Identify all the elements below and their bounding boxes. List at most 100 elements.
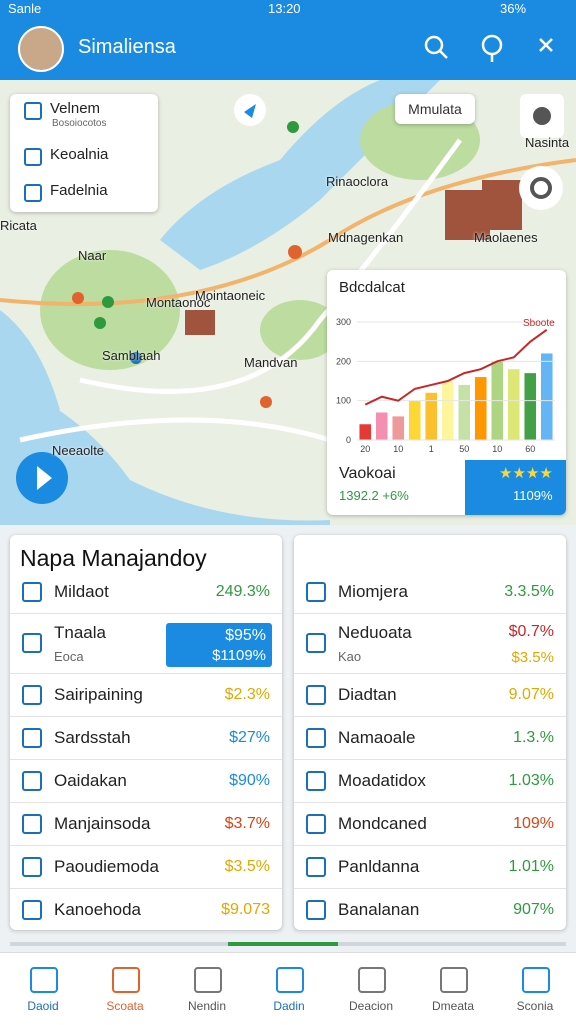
row-icon bbox=[22, 856, 42, 877]
nav-label[interactable]: Scoata bbox=[106, 999, 144, 1013]
row-value: $9.073 bbox=[221, 900, 270, 918]
list-row[interactable]: Sairipaining $2.3% bbox=[10, 673, 282, 717]
row-label: Banalanan bbox=[338, 899, 420, 919]
map-label: Mointaoneic bbox=[195, 288, 266, 303]
map-label: Mdnagenkan bbox=[328, 230, 404, 245]
panel-title: Napa Manajandoy bbox=[20, 545, 207, 571]
x-tick-label: 10 bbox=[393, 444, 403, 454]
layer-item[interactable]: Velnem bbox=[50, 100, 101, 117]
list-row[interactable]: Miomjera 3.3.5% bbox=[294, 570, 566, 614]
list-row[interactable]: Tnaala Eoca $95% $1109% bbox=[10, 613, 282, 674]
nav-icon[interactable] bbox=[112, 967, 140, 993]
row-value: $3.7% bbox=[224, 814, 270, 832]
layer-item[interactable]: Keoalnia bbox=[50, 146, 109, 163]
list-row[interactable]: Mondcaned 109% bbox=[294, 802, 566, 846]
row-value: 249.3% bbox=[215, 582, 270, 600]
row-sub-value: $3.5% bbox=[511, 649, 554, 666]
bar bbox=[392, 416, 405, 440]
row-label: Oaidakan bbox=[54, 770, 127, 790]
row-label: Neduoata bbox=[338, 623, 412, 642]
avatar[interactable] bbox=[18, 26, 64, 72]
nav-label[interactable]: Daoid bbox=[27, 999, 59, 1013]
nav-icon[interactable] bbox=[194, 967, 222, 993]
chart-title: Bdcdalcat bbox=[339, 279, 406, 296]
row-value: $0.7% bbox=[508, 623, 554, 640]
row-value: 3.3.5% bbox=[504, 582, 554, 600]
bar bbox=[359, 424, 372, 440]
list-row[interactable]: Neduoata Kao $0.7% $3.5% bbox=[294, 613, 566, 674]
app-actions bbox=[424, 34, 553, 62]
highlight-box: $95% $1109% bbox=[166, 623, 272, 667]
bar bbox=[441, 381, 454, 440]
list-row[interactable]: Sardsstah $27% bbox=[10, 716, 282, 760]
row-label: Sairipaining bbox=[54, 684, 143, 704]
map-label: Nasinta bbox=[525, 135, 570, 150]
y-tick-label: 100 bbox=[336, 396, 351, 406]
list-row[interactable]: Namaoale 1.3.% bbox=[294, 716, 566, 760]
stars: ★★★★ bbox=[499, 465, 553, 482]
bar bbox=[524, 373, 537, 440]
list-row[interactable]: Diadtan 9.07% bbox=[294, 673, 566, 717]
row-icon bbox=[22, 770, 42, 791]
x-tick-label: 20 bbox=[360, 444, 370, 454]
row-value: $2.3% bbox=[224, 685, 270, 703]
y-tick-label: 300 bbox=[336, 317, 351, 327]
row-sub-value: $1109% bbox=[212, 647, 266, 664]
pin-icon[interactable] bbox=[481, 34, 503, 56]
layers-menu: Velnem Bosoiocotos Keoalnia Fadelnia bbox=[10, 94, 158, 212]
list-row[interactable]: Banalanan 907% bbox=[294, 888, 566, 932]
nav-label[interactable]: Sconia bbox=[516, 999, 554, 1013]
search-icon[interactable] bbox=[424, 35, 444, 55]
nav-icon[interactable] bbox=[30, 967, 58, 993]
list-row[interactable]: Mildaot 249.3% bbox=[10, 570, 282, 614]
list-row[interactable]: Moadatidox 1.03% bbox=[294, 759, 566, 803]
y-tick-label: 200 bbox=[336, 356, 351, 366]
nav-label[interactable]: Dmeata bbox=[431, 999, 475, 1013]
nav-icon[interactable] bbox=[522, 967, 550, 993]
close-icon[interactable] bbox=[539, 38, 553, 52]
row-label: Miomjera bbox=[338, 581, 408, 601]
bar bbox=[540, 353, 553, 440]
list-row[interactable]: Manjainsoda $3.7% bbox=[10, 802, 282, 846]
nav-label[interactable]: Nendin bbox=[187, 999, 227, 1013]
list-row[interactable]: Panldanna 1.01% bbox=[294, 845, 566, 889]
clock: 13:20 bbox=[268, 1, 301, 16]
nav-icon[interactable] bbox=[440, 967, 468, 993]
rating: 1109% bbox=[513, 488, 553, 503]
nav-label[interactable]: Dadin bbox=[273, 999, 305, 1013]
battery: 36% bbox=[500, 1, 527, 16]
carrier: Sanle bbox=[8, 1, 42, 16]
x-tick-label: 60 bbox=[525, 444, 535, 454]
layer-item[interactable]: Fadelnia bbox=[50, 182, 108, 199]
bar bbox=[408, 400, 421, 440]
bar bbox=[507, 369, 520, 440]
layer-item[interactable]: Bosoiocotos bbox=[52, 118, 107, 129]
list-row[interactable]: Oaidakan $90% bbox=[10, 759, 282, 803]
x-tick-label: 10 bbox=[492, 444, 502, 454]
map-label: Rinaoclora bbox=[326, 174, 389, 189]
nav-icon[interactable] bbox=[358, 967, 386, 993]
row-sub: Eoca bbox=[54, 649, 84, 664]
nav-label[interactable]: Deacion bbox=[348, 999, 394, 1013]
row-value: 907% bbox=[513, 900, 554, 918]
map-label: Maolaenes bbox=[474, 230, 538, 245]
right-panel: Miomjera 3.3.5% Neduoata Kao $0.7% $3.5% Diadt… bbox=[294, 535, 566, 932]
row-icon bbox=[306, 899, 326, 920]
search-chip[interactable]: Mmulata bbox=[395, 94, 475, 124]
y-tick-label: 0 bbox=[346, 435, 351, 445]
layer-icon bbox=[24, 102, 42, 120]
list-row[interactable]: Kanoehoda $9.073 bbox=[10, 888, 282, 932]
map-label: Naar bbox=[78, 248, 107, 263]
row-value: 1.3.% bbox=[513, 728, 554, 746]
row-icon bbox=[22, 581, 42, 602]
map-label: Samblaah bbox=[102, 348, 161, 363]
list-row[interactable]: Paoudiemoda $3.5% bbox=[10, 845, 282, 889]
row-label: Tnaala bbox=[54, 623, 106, 642]
app-title: Simaliensa bbox=[78, 36, 176, 58]
row-value: 9.07% bbox=[508, 685, 554, 703]
map-label: Neeaolte bbox=[52, 443, 105, 458]
nav-icon[interactable] bbox=[276, 967, 304, 993]
header bbox=[0, 0, 576, 80]
footer-value: 1392.2 +6% bbox=[339, 488, 409, 503]
